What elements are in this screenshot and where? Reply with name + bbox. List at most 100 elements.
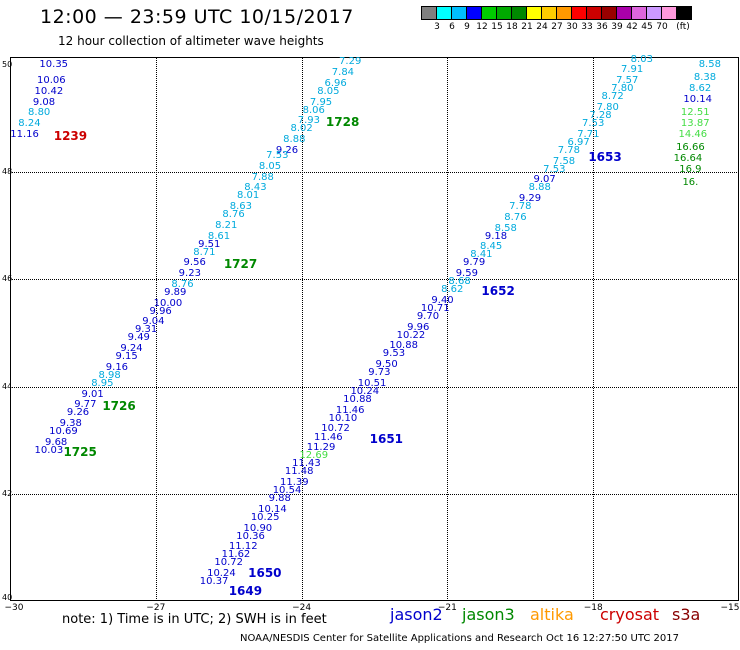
swh-value: 8.61 — [207, 230, 231, 242]
swh-value: 7.91 — [620, 64, 644, 76]
swh-value: 11.16 — [10, 128, 39, 140]
swh-value: 8.68 — [448, 276, 471, 288]
swh-value: 8.21 — [215, 219, 238, 231]
lat-label: 48 — [2, 167, 13, 177]
swh-value: 10.35 — [39, 59, 69, 71]
swh-value: 9.73 — [368, 367, 391, 379]
legend-label: 9 — [464, 22, 470, 32]
swh-value: 7.28 — [589, 109, 612, 121]
swh-value: 7.80 — [611, 83, 634, 95]
swh-value: 11.46 — [335, 404, 365, 416]
pass-time: 1650 — [248, 565, 282, 580]
legend-label: 45 — [641, 22, 653, 32]
lon-label: −30 — [4, 603, 24, 613]
swh-value: 7.78 — [557, 144, 581, 156]
lon-label: −18 — [583, 603, 603, 613]
swh-value: 8.06 — [302, 104, 325, 116]
swh-value: 8.43 — [244, 182, 267, 194]
swh-value: 8.98 — [98, 369, 121, 381]
swh-value: 9.79 — [462, 257, 486, 269]
swh-value: 9.24 — [120, 343, 143, 355]
map-title: 12:00 — 23:59 UTC 10/15/2017 — [40, 6, 354, 28]
legend-swatch — [496, 6, 512, 20]
legend-label: 36 — [596, 22, 608, 32]
swh-value: 10.06 — [36, 75, 66, 87]
swh-value: 8.05 — [258, 160, 282, 172]
swh-value: 9.16 — [105, 361, 129, 373]
legend-label: 18 — [506, 22, 518, 32]
legend-label: 27 — [551, 22, 563, 32]
swh-value: 8.02 — [290, 123, 313, 135]
swh-value: 8.62 — [441, 284, 464, 296]
swh-value: 16.64 — [673, 152, 703, 164]
legend-label: 33 — [581, 22, 593, 32]
swh-value: 10.14 — [683, 93, 713, 105]
swh-value: 10.88 — [389, 340, 418, 352]
swh-value: 10.10 — [328, 412, 358, 424]
swh-value: 9.89 — [164, 286, 187, 298]
lat-label: 42 — [2, 488, 13, 498]
swh-value: 10.24 — [350, 385, 380, 397]
swh-value: 8.80 — [28, 107, 51, 119]
legend-label: 24 — [536, 22, 548, 32]
grid-line-vertical — [447, 57, 449, 601]
swh-value: 8.58 — [698, 59, 721, 71]
legend-swatch — [661, 6, 677, 20]
lat-label: 40 — [2, 593, 13, 602]
swh-value: 9.96 — [407, 321, 430, 333]
lon-label: −21 — [437, 603, 457, 613]
pass-time: 1649 — [228, 584, 263, 599]
swh-value: 11.43 — [292, 458, 321, 470]
swh-value: 10.88 — [343, 394, 372, 405]
swh-value: 7.78 — [509, 201, 532, 213]
plot-frame — [10, 57, 739, 601]
swh-value: 7.80 — [596, 101, 619, 113]
legend-swatch — [541, 6, 557, 20]
swh-value: 10.22 — [396, 329, 426, 341]
swh-value: 11.62 — [221, 549, 251, 561]
swh-value: 9.23 — [178, 268, 201, 280]
legend-label: 12 — [476, 22, 488, 32]
legend-swatch — [556, 6, 572, 20]
swh-value: 8.45 — [479, 241, 503, 253]
swh-value: 9.07 — [533, 174, 556, 186]
swh-value: 11.39 — [279, 477, 309, 489]
legend-label: 3 — [434, 22, 440, 32]
lat-label: 44 — [2, 381, 13, 391]
swh-value: 9.77 — [74, 399, 97, 411]
swh-value: 8.38 — [693, 72, 717, 84]
swh-value: 8.88 — [528, 182, 551, 194]
swh-value: 10.37 — [199, 576, 229, 588]
swh-value: 9.26 — [66, 407, 90, 419]
legend-swatch — [631, 6, 647, 20]
swh-value: 7.88 — [251, 171, 274, 183]
grid-line-horizontal — [10, 279, 739, 281]
swh-value: 10.03 — [34, 444, 64, 456]
swh-value: 7.53 — [543, 163, 566, 175]
legend-swatch — [526, 6, 542, 20]
legend-swatch — [511, 6, 527, 20]
swh-value: 9.50 — [375, 359, 398, 371]
swh-value: 16.9 — [679, 163, 702, 175]
swh-value: 7.53 — [582, 117, 605, 129]
lon-label: −27 — [146, 603, 166, 613]
swh-value: 9.15 — [115, 351, 138, 363]
swh-value: 9.88 — [268, 493, 291, 505]
swh-value: 12.51 — [680, 107, 710, 119]
grid-line-vertical — [593, 57, 595, 601]
legend-swatch — [421, 6, 437, 20]
legend-label: 6 — [449, 22, 455, 32]
swh-value: 8.72 — [601, 91, 624, 103]
swh-value: 7.93 — [297, 115, 321, 127]
satellite-s3a: s3a — [672, 605, 701, 624]
swh-value: 10.54 — [272, 485, 302, 497]
swh-value: 8.05 — [317, 85, 340, 97]
swh-value: 9.68 — [45, 436, 68, 448]
map-subtitle: 12 hour collection of altimeter wave hei… — [58, 34, 324, 48]
swh-value: 8.76 — [222, 209, 245, 221]
swh-value: 8.95 — [91, 377, 114, 389]
footer-credit: NOAA/NESDIS Center for Satellite Applica… — [240, 633, 679, 644]
swh-value: 7.84 — [331, 67, 355, 79]
swh-value: 6.96 — [324, 77, 347, 89]
